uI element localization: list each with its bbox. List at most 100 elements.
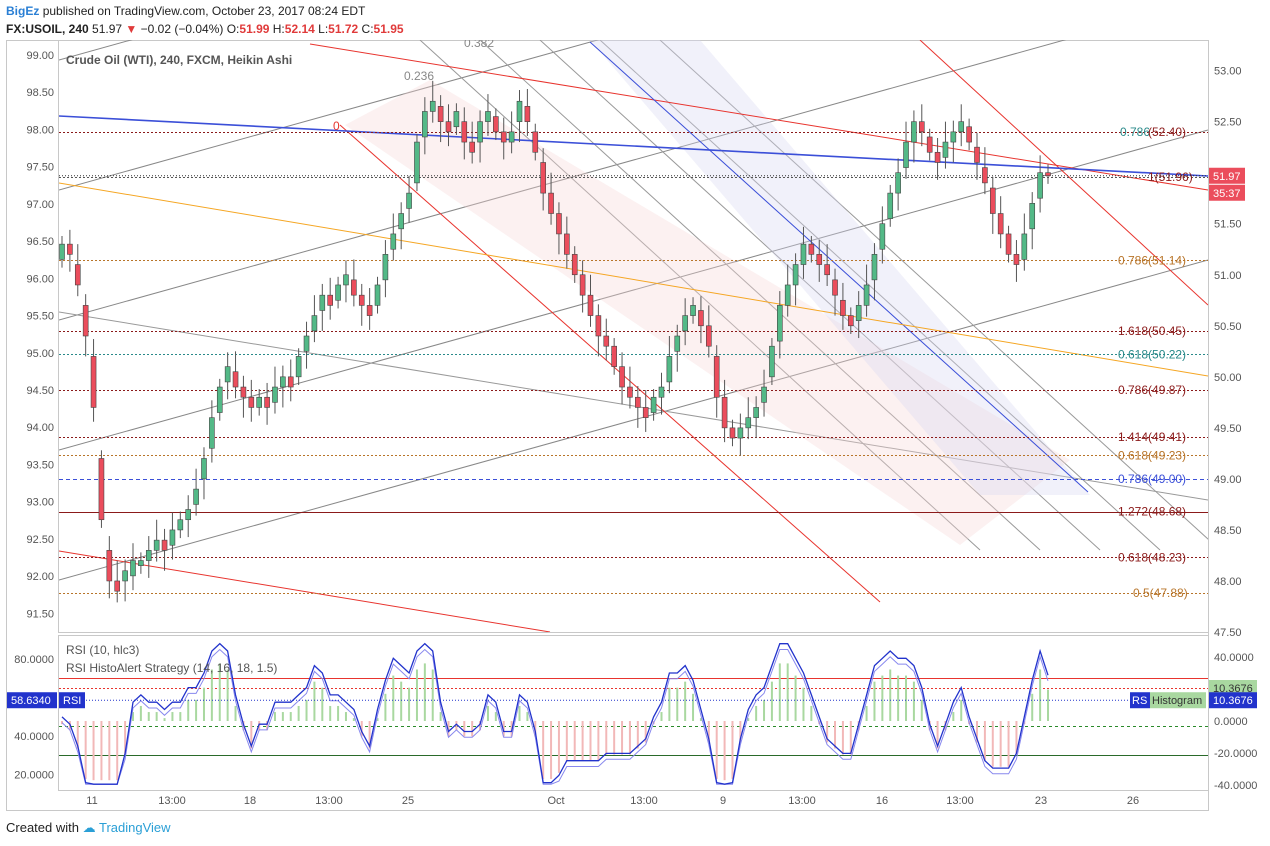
candle-body [737,427,744,439]
candle-body [698,310,704,327]
x-axis-tick: 16 [876,795,888,807]
candle-body [256,396,263,408]
candle-body [461,121,468,143]
histogram-axis-tick: -20.0000 [1214,748,1257,760]
candle-body [706,325,712,347]
left-axis-tick: 97.00 [26,199,54,211]
candle-body [264,396,270,408]
candle-body [1021,233,1028,260]
candle-body [145,550,152,561]
candle-body [295,356,302,378]
rsi-legend: RSI (10, hlc3) [66,643,139,657]
orange-trend-line [59,182,1208,377]
high-value: 52.14 [284,22,315,36]
candle-body [74,264,81,286]
x-axis-tick: 23 [1035,795,1047,807]
left-axis-tick: 99.00 [26,50,54,62]
countdown-tag: 35:37 [1213,188,1241,200]
candle-body [879,223,886,250]
candle-body [1005,233,1012,255]
candle-body [903,141,909,168]
left-axis-tick: 95.50 [26,311,54,323]
candle-body [335,284,341,301]
fib-level-label: 0.618(49.23) [1118,448,1186,462]
candle-body [564,233,570,255]
right-axis-tick: 48.00 [1214,576,1242,588]
candle-body [650,396,657,413]
candle-body [556,213,562,235]
outer-border [6,40,1209,811]
candle-body [871,254,878,281]
candle-body [958,121,965,133]
main-drawings: 0.786(52.40) 1(51.96) 0.786(51.14) 1.618(50… [59,40,1208,632]
candle-body [59,243,65,260]
publish-header: BigEz published on TradingView.com, Octo… [6,4,365,18]
candle-body [382,254,389,281]
price-change: −0.02 (−0.04%) [140,22,224,36]
candle-body [690,305,696,316]
candle-body [516,100,523,122]
histogram-axis-tick: 40.0000 [1214,652,1254,664]
histo-legend: RSI HistoAlert Strategy (14, 16, 18, 1.5… [66,661,277,675]
histogram-value-tag: 10.3676 [1213,683,1253,695]
candle-body [248,396,255,408]
candle-body [658,386,665,398]
right-axis-tick: 49.50 [1214,423,1242,435]
candle-body [997,213,1004,235]
candle-body [185,509,192,521]
left-axis-tick: 98.00 [26,124,54,136]
descending-fan-line [599,40,1161,551]
fib-channel-shade [345,80,1070,545]
candle-body [216,386,223,413]
tradingview-link[interactable]: TradingView [99,820,171,835]
candle-body [729,427,736,439]
candle-body [169,529,176,546]
candle-body [824,264,830,276]
symbol-header: FX:USOIL, 240 51.97 ▼ −0.02 (−0.04%) O:5… [6,22,404,36]
candle-body [840,299,846,316]
author-name[interactable]: BigEz [6,4,40,18]
candle-body [437,106,444,122]
ascending-channel-line [59,259,1208,581]
left-axis-tick: 91.50 [26,608,54,620]
candle-body [358,294,365,306]
left-axis-tick: 98.50 [26,87,54,99]
candle-body [398,213,404,230]
candle-body [67,243,73,255]
rsi-axis-tick: 20.0000 [14,770,54,782]
left-axis-tick: 94.50 [26,385,54,397]
candle-body [777,305,783,342]
candle-body [761,386,767,403]
candle-body [138,560,144,566]
descending-fan-line [659,40,1208,540]
rsi-signal-line [61,648,1049,785]
histogram-axis-tick: -40.0000 [1214,780,1257,792]
candle-body [477,121,483,143]
candle-body [319,294,326,311]
candle-body [721,396,728,429]
candle-body [753,407,759,418]
candle-body [280,376,286,388]
candle-body [571,254,578,276]
last-price: 51.97 [92,22,123,36]
rsi-pane-border [58,635,1209,791]
red-channel-line [339,124,881,603]
candle-body [414,141,420,184]
fib-level-label: 0.786(51.14) [1118,253,1186,267]
candle-body [532,131,539,153]
candle-body [982,167,988,184]
candle-body [90,356,97,408]
candle-body [587,294,594,316]
candle-body [153,539,160,551]
x-axis-tick: 13:00 [630,795,658,807]
candle-body [240,386,247,398]
candle-body [224,366,231,383]
descending-fan-line [419,40,981,551]
candle-body [950,131,957,143]
candle-body [445,121,452,133]
candle-body [966,126,972,143]
fib-level-label: 1.414(49.41) [1118,430,1186,444]
candle-body [429,100,436,112]
fib-level-label: 1.618(50.45) [1118,324,1186,338]
